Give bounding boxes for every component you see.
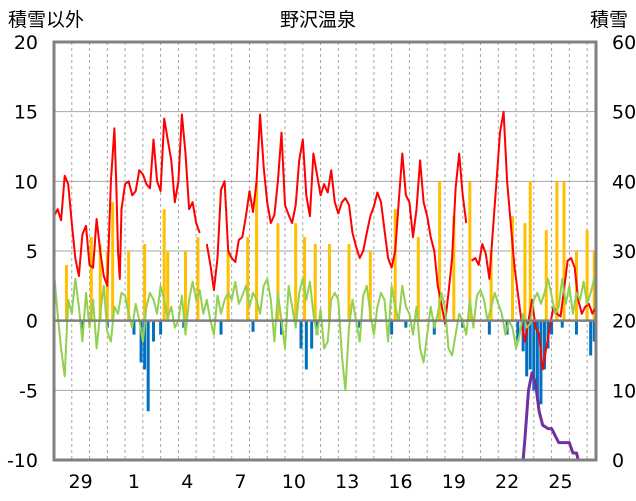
right-tick-label: 50 <box>612 102 636 124</box>
x-tick-label: 16 <box>388 471 412 493</box>
bar <box>310 320 314 349</box>
x-tick-label: 7 <box>235 471 247 493</box>
bar <box>532 320 536 391</box>
left-tick-label: 15 <box>14 102 38 124</box>
right-tick-label: 0 <box>612 450 624 472</box>
bar <box>143 244 147 321</box>
left-tick-label: -5 <box>19 380 38 402</box>
x-tick-label: 13 <box>335 471 359 493</box>
x-ticks: 29 1 4 7 10 13 16 19 22 25 <box>69 471 573 493</box>
bar <box>487 320 491 335</box>
left-tick-label: 20 <box>14 32 38 54</box>
left-tick-label: 5 <box>26 241 38 263</box>
plot-frame <box>52 40 598 462</box>
bar <box>368 251 372 321</box>
bar <box>162 209 166 321</box>
bar <box>358 320 362 328</box>
x-tick-label: 29 <box>69 471 93 493</box>
bar <box>127 251 131 321</box>
bar <box>98 244 102 321</box>
bar <box>562 181 566 321</box>
chart-title: 野沢温泉 <box>280 9 356 31</box>
bar <box>525 320 529 377</box>
bar <box>550 320 554 335</box>
series-line <box>116 371 596 462</box>
left-tick-label: 0 <box>26 311 38 333</box>
bar <box>438 181 442 321</box>
bar <box>327 244 331 321</box>
bar <box>404 320 408 328</box>
bar <box>528 181 532 321</box>
bar <box>523 223 527 321</box>
bar <box>489 251 493 321</box>
bar <box>111 202 115 321</box>
bar <box>294 223 298 321</box>
bar <box>226 251 230 321</box>
bar <box>313 244 317 321</box>
bar <box>89 237 93 321</box>
bar <box>416 237 420 321</box>
bar <box>276 223 280 321</box>
right-tick-label: 60 <box>612 32 636 54</box>
bar <box>304 320 308 370</box>
bar-series <box>64 181 596 412</box>
bar <box>139 320 143 363</box>
bar <box>219 320 223 335</box>
left-tick-label: -10 <box>7 450 38 472</box>
left-axis-label: 積雪以外 <box>8 9 84 31</box>
bar <box>347 244 351 321</box>
bar <box>64 264 68 321</box>
series-line <box>53 271 597 392</box>
x-tick-label: 10 <box>282 471 306 493</box>
bar <box>184 251 188 321</box>
right-tick-label: 40 <box>612 171 636 193</box>
x-tick-label: 19 <box>442 471 466 493</box>
bar <box>468 181 472 321</box>
bar <box>146 320 150 412</box>
bar <box>152 320 156 342</box>
x-tick-label: 22 <box>495 471 519 493</box>
bar <box>516 320 520 342</box>
right-tick-label: 20 <box>612 311 636 333</box>
right-tick-label: 10 <box>612 380 636 402</box>
bar <box>574 320 578 335</box>
bar <box>452 216 456 321</box>
bar <box>585 230 589 321</box>
bar <box>535 320 539 398</box>
bar <box>246 237 250 321</box>
line-series <box>53 110 597 462</box>
bar <box>299 320 303 349</box>
left-tick-label: 10 <box>14 171 38 193</box>
bar <box>159 320 163 335</box>
bar <box>560 320 564 328</box>
bar <box>542 320 546 370</box>
left-y-ticks: -10 -5 0 5 10 15 20 <box>7 32 38 472</box>
bar <box>589 320 593 356</box>
bar <box>303 237 307 321</box>
frame-rect <box>52 40 598 462</box>
bar <box>393 209 397 321</box>
bar <box>196 237 200 321</box>
bar <box>143 320 147 370</box>
right-tick-label: 30 <box>612 241 636 263</box>
bar <box>510 216 514 321</box>
grid <box>54 41 596 461</box>
x-tick-label: 1 <box>128 471 140 493</box>
bar <box>251 320 255 332</box>
bar <box>544 230 548 321</box>
bar <box>166 251 170 321</box>
bar <box>255 181 259 321</box>
bar <box>539 320 543 405</box>
bar <box>528 320 532 370</box>
bar <box>390 320 394 335</box>
bar <box>555 181 559 321</box>
bar <box>592 320 596 342</box>
x-tick-label: 25 <box>548 471 572 493</box>
x-tick-label: 4 <box>181 471 193 493</box>
series-line <box>53 110 597 371</box>
right-axis-label: 積雪 <box>590 9 628 31</box>
bar <box>132 320 136 335</box>
right-y-ticks: 0 10 20 30 40 50 60 <box>612 32 636 472</box>
